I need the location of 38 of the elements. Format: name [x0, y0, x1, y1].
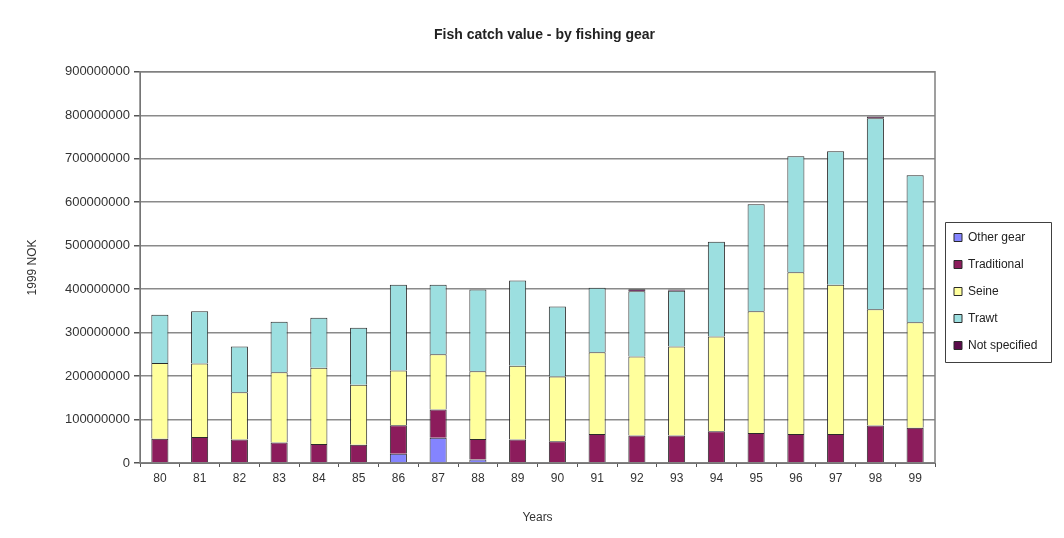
x-axis-title: Years: [522, 510, 553, 525]
x-tick-label: 99: [908, 470, 923, 485]
y-tick-label: 400000000: [64, 280, 130, 296]
y-tick-label: 0: [122, 454, 130, 470]
y-tick-label: 100000000: [64, 411, 130, 427]
y-tick-label: 600000000: [64, 193, 130, 209]
x-tick-label: 98: [868, 470, 883, 485]
x-tick-label: 85: [351, 470, 366, 485]
x-tick-label: 97: [828, 470, 843, 485]
legend-label: Other gear: [968, 229, 1026, 244]
y-axis-title: 1999 NOK: [24, 239, 39, 296]
x-tick-label: 88: [471, 470, 485, 485]
legend-label: Seine: [968, 283, 1000, 298]
x-tick-label: 90: [550, 470, 565, 485]
x-tick-label: 89: [510, 470, 525, 485]
legend-label: Not specified: [968, 337, 1038, 352]
y-tick-label: 500000000: [64, 237, 130, 253]
x-tick-label: 86: [391, 470, 406, 485]
x-tick-label: 84: [312, 470, 326, 485]
x-tick-label: 82: [232, 470, 247, 485]
x-tick-label: 95: [749, 470, 764, 485]
x-tick-label: 81: [192, 470, 207, 485]
chart-title: Fish catch value - by fishing gear: [434, 26, 656, 43]
y-tick-label: 700000000: [64, 150, 130, 166]
x-tick-label: 96: [789, 470, 803, 485]
x-tick-label: 91: [590, 470, 605, 485]
y-tick-label: 800000000: [64, 106, 130, 122]
x-tick-label: 93: [669, 470, 684, 485]
y-tick-label: 200000000: [64, 367, 130, 383]
legend-label: Trawt: [968, 310, 999, 325]
x-tick-label: 87: [431, 470, 446, 485]
y-tick-label: 300000000: [64, 324, 130, 340]
x-tick-label: 94: [709, 470, 724, 485]
x-tick-label: 92: [630, 470, 644, 485]
x-tick-label: 80: [153, 470, 167, 485]
legend-label: Traditional: [968, 256, 1024, 271]
x-tick-label: 83: [272, 470, 287, 485]
y-tick-label: 900000000: [64, 63, 130, 79]
